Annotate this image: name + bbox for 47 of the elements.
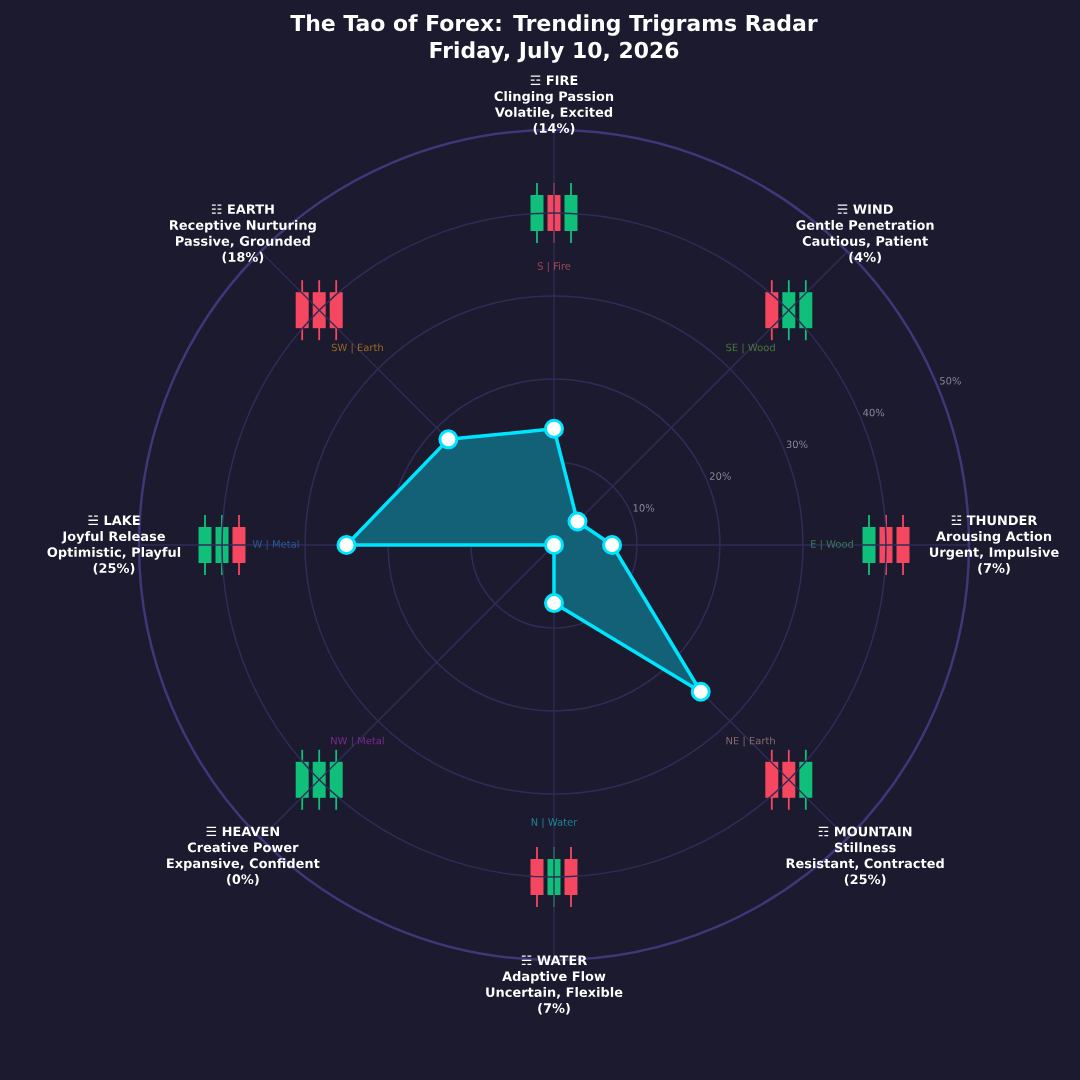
text: Cautious, Patient [802,235,928,248]
text: Passive, Grounded [176,235,310,248]
spoke-label: ☵ WATER [521,955,587,965]
text: (18%) [222,251,264,264]
text: (0%) [227,874,259,886]
text: Expansive, Confident [167,858,320,871]
text: Arousing Action [936,531,1052,544]
text: Urgent, Impulsive [929,546,1059,560]
y-tick-label: 20% [709,472,731,480]
spoke-label: ☴ WIND [837,204,893,214]
y-tick-label: 50% [940,377,961,385]
chart-title: The Tao of Forex: Trending Trigrams Radar [290,14,818,36]
spoke-label: ☲ FIRE [530,75,578,85]
text: (4%) [849,251,881,264]
text: S | Fire [537,262,571,272]
y-tick-label: 10% [633,504,655,512]
text: (7%) [538,1002,570,1015]
text: Volatile, Excited [494,106,613,119]
text: Receptive Nurturing [170,219,316,233]
chart-subtitle: Friday, July 10, 2026 [430,41,679,63]
text: (14%) [533,122,575,135]
text: Optimistic, Playful [47,546,181,560]
text: Resistant, Contracted [786,858,944,870]
text: E | Wood [811,540,853,550]
text: SE | Wood [726,343,775,354]
text: (25%) [93,562,135,575]
text: Gentle Penetration [796,219,934,230]
text: NW | Metal [331,736,384,747]
spoke-label: ☳ THUNDER [951,515,1038,526]
text: (25%) [844,874,886,886]
text: W | Metal [252,540,299,550]
text: N | Water [531,818,578,828]
spoke-label: ☱ LAKE [88,515,140,525]
spoke-label: ☶ MOUNTAIN [818,826,912,837]
text: Stillness [834,842,896,853]
text: (7%) [978,562,1010,575]
text: Uncertain, Flexible [486,987,623,999]
y-tick-label: 40% [863,408,885,417]
spoke-label: ☷ EARTH [211,204,274,214]
text: SW | Earth [331,343,383,354]
text: Joyful Release [61,531,165,544]
text: Adaptive Flow [502,971,606,984]
spoke-label: ☰ HEAVEN [206,826,280,837]
y-tick-label: 30% [786,440,808,449]
text: Clinging Passion [494,91,614,104]
text: Creative Power [187,842,299,853]
text: NE | Earth [726,736,775,747]
